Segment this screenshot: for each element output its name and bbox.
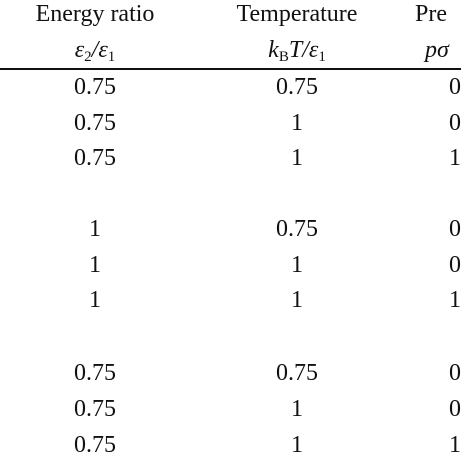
table-cell: 1 <box>291 287 303 313</box>
table-cell: 0.75 <box>74 396 116 422</box>
column-symbol: pσ <box>425 36 449 64</box>
table-cell: 0.75 <box>74 110 116 136</box>
column-title: Temperature <box>236 1 358 27</box>
table-cell: 0.75 <box>74 74 116 100</box>
symbol-part: /ε <box>91 37 108 63</box>
header-rule <box>0 68 461 70</box>
table-cell: 1 <box>291 432 303 458</box>
symbol-part: ε <box>74 37 85 63</box>
column-symbol: ε2/ε1 <box>74 36 116 65</box>
table-cell: 1 <box>89 216 101 242</box>
table-cell: 1 <box>449 432 461 458</box>
table-cell: 1 <box>291 396 303 422</box>
table-cell: 0.75 <box>276 216 318 242</box>
subscript: 1 <box>318 49 326 65</box>
subscript: 1 <box>107 49 116 65</box>
symbol-part: pσ <box>425 37 449 63</box>
table-cell: 0 <box>449 360 461 386</box>
table-cell: 0.75 <box>276 360 318 386</box>
symbol-part: k <box>268 37 279 63</box>
table-cell: 1 <box>449 287 461 313</box>
table-cell: 0 <box>449 252 461 278</box>
subscript: B <box>278 49 289 65</box>
column-title: Pre <box>415 1 447 27</box>
table-cell: 0 <box>449 74 461 100</box>
table-cell: 1 <box>291 110 303 136</box>
column-symbol: kBT/ε1 <box>268 36 326 65</box>
table-cell: 1 <box>89 252 101 278</box>
table-cell: 0 <box>449 216 461 242</box>
table-cell: 1 <box>449 145 461 171</box>
table-cell: 0.75 <box>74 360 116 386</box>
subscript: 2 <box>84 49 92 65</box>
table-cell: 0.75 <box>74 432 116 458</box>
table-cell: 0.75 <box>74 145 116 171</box>
table-cell: 1 <box>291 145 303 171</box>
symbol-part: T/ε <box>288 37 319 63</box>
table-cell: 0 <box>449 396 461 422</box>
table-cell: 0.75 <box>276 74 318 100</box>
table-cell: 1 <box>291 252 303 278</box>
table-cell: 1 <box>89 287 101 313</box>
table-cell: 0 <box>449 110 461 136</box>
column-title: Energy ratio <box>35 1 155 27</box>
